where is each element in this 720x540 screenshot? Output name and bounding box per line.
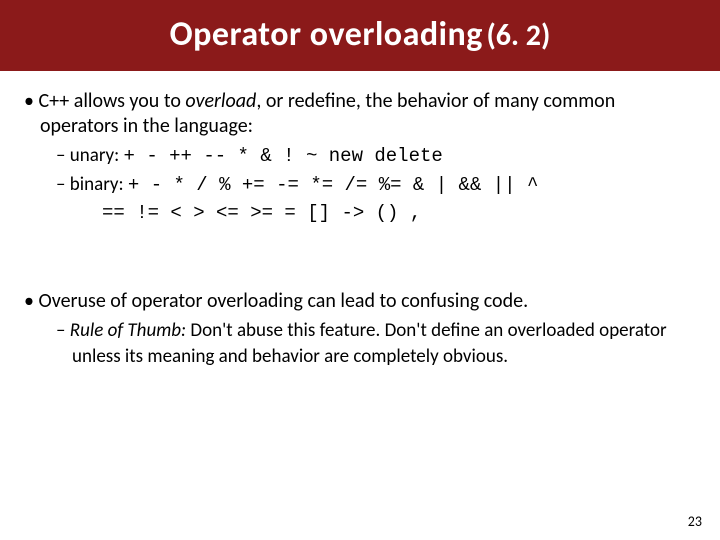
unary-operators: + - ++ -- * & ! ~ new delete: [124, 145, 443, 167]
unary-label: unary:: [70, 144, 124, 167]
title-bar: Operator overloading (6. 2): [0, 0, 720, 71]
text-fragment: C++ allows you to: [38, 89, 185, 113]
bullet-overload-intro: C++ allows you to overload, or redefine,…: [24, 89, 696, 139]
slide-section: (6. 2): [486, 17, 550, 54]
bullet-rule-of-thumb: Rule of Thumb: Don't abuse this feature.…: [24, 318, 696, 369]
binary-operators-cont: == != < > <= >= = [] -> () ,: [24, 200, 696, 227]
overuse-text: Overuse of operator overloading can lead…: [38, 289, 528, 313]
rule-label: Rule of Thumb:: [70, 319, 186, 342]
binary-operators-line2: == != < > <= >= = [] -> () ,: [102, 202, 421, 224]
bullet-binary: binary: + - * / % += -= *= /= %= & | && …: [24, 172, 696, 199]
page-number: 23: [688, 513, 702, 530]
text-italic-overload: overload: [185, 89, 256, 113]
bullet-overuse: Overuse of operator overloading can lead…: [24, 289, 696, 314]
binary-label: binary:: [70, 173, 128, 196]
slide-title: Operator overloading: [170, 14, 483, 55]
binary-operators-line1: + - * / % += -= *= /= %= & | && || ^: [128, 174, 538, 196]
slide-content: C++ allows you to overload, or redefine,…: [0, 71, 720, 369]
bullet-unary: unary: + - ++ -- * & ! ~ new delete: [24, 143, 696, 170]
